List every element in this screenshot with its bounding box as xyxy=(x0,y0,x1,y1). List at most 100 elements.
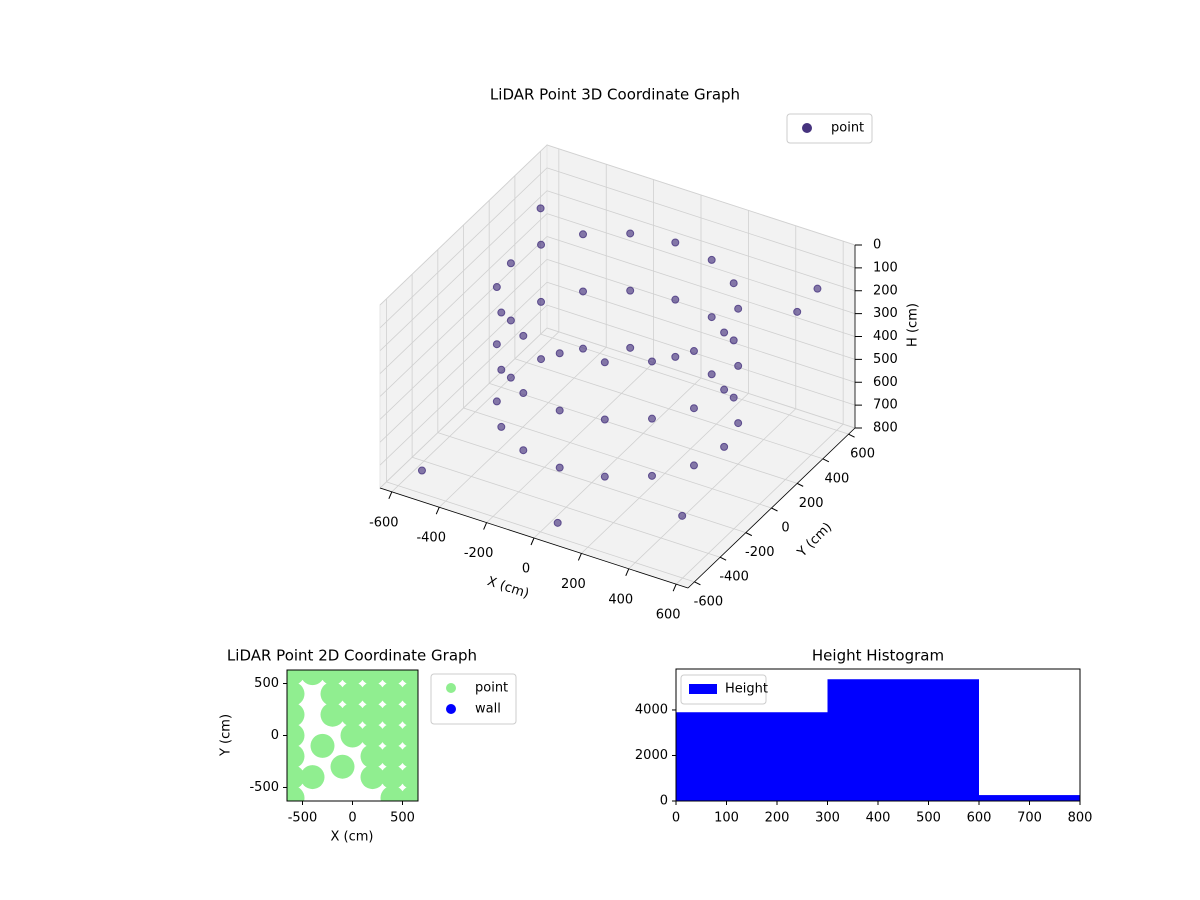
point xyxy=(492,340,501,349)
point xyxy=(360,723,385,748)
point xyxy=(519,446,528,455)
tick-mark xyxy=(719,556,727,561)
grid-line xyxy=(379,259,548,420)
tick-mark xyxy=(822,458,830,463)
point xyxy=(380,723,405,748)
point xyxy=(720,442,729,451)
x-tick-label: -600 xyxy=(369,515,399,530)
y-tick-label: 600 xyxy=(850,447,875,462)
grid-line xyxy=(386,481,695,583)
bar xyxy=(979,795,1080,801)
point xyxy=(579,230,588,239)
point xyxy=(340,670,365,686)
z-tick-label: 400 xyxy=(873,329,898,344)
grid-line xyxy=(379,190,548,352)
y-tick-label: -500 xyxy=(249,780,279,795)
y-tick-label: 0 xyxy=(781,521,789,536)
tick-mark xyxy=(672,583,677,592)
grid-line xyxy=(546,258,856,360)
x-tick-label: -500 xyxy=(288,811,318,826)
point xyxy=(310,733,335,758)
point xyxy=(519,331,528,340)
y-tick-label: 200 xyxy=(799,496,824,511)
point xyxy=(671,295,680,304)
point xyxy=(734,419,743,428)
y-tick-label: -600 xyxy=(694,594,724,609)
point xyxy=(506,373,515,382)
x-tick-label: -400 xyxy=(416,531,446,546)
point xyxy=(671,352,680,361)
tick-mark xyxy=(745,532,753,537)
legend-swatch xyxy=(689,684,717,694)
point xyxy=(647,414,656,423)
point xyxy=(380,681,405,706)
point xyxy=(287,785,305,801)
grid-line xyxy=(437,432,746,533)
legend-box xyxy=(680,674,767,705)
point xyxy=(707,313,716,322)
y-tick-label: 0 xyxy=(660,794,668,809)
grid-line xyxy=(379,236,548,397)
point xyxy=(519,389,528,398)
x-tick-label: 800 xyxy=(1068,811,1093,826)
point xyxy=(506,259,515,268)
grid-line xyxy=(546,167,856,269)
point xyxy=(536,204,545,213)
grid-line xyxy=(379,167,548,329)
y-tick-label: -400 xyxy=(719,570,749,585)
point xyxy=(555,406,564,415)
point xyxy=(380,702,405,727)
x-tick-label: 200 xyxy=(765,811,790,826)
point xyxy=(626,229,635,238)
tick-mark xyxy=(694,581,701,586)
point xyxy=(600,358,609,367)
z-axis-label: H (cm) xyxy=(906,303,921,347)
point xyxy=(330,754,355,779)
point xyxy=(579,344,588,353)
point xyxy=(340,702,365,727)
y-tick-label: 4000 xyxy=(635,702,668,717)
grid-line xyxy=(546,190,856,292)
z-tick-label: 100 xyxy=(873,260,898,275)
point xyxy=(553,518,562,527)
point xyxy=(287,744,305,769)
grid-line xyxy=(546,281,856,383)
point xyxy=(360,670,385,686)
point xyxy=(400,670,418,686)
grid-line xyxy=(546,327,856,429)
tick-mark xyxy=(483,522,488,530)
legend-marker xyxy=(446,683,456,693)
point xyxy=(537,355,546,364)
point xyxy=(400,765,418,790)
point xyxy=(320,670,345,686)
grid-line xyxy=(540,333,849,435)
point xyxy=(689,404,698,413)
point xyxy=(537,297,546,306)
point xyxy=(689,461,698,470)
y-tick-label: 0 xyxy=(271,728,279,743)
point xyxy=(600,415,609,424)
point xyxy=(537,240,546,249)
y-tick-label: 500 xyxy=(254,676,279,691)
point xyxy=(492,397,501,406)
point xyxy=(729,336,738,345)
point xyxy=(360,702,385,727)
grid-line xyxy=(411,456,721,558)
point xyxy=(287,765,305,790)
y-tick-label: 2000 xyxy=(635,748,668,763)
grid-line xyxy=(379,213,548,374)
point xyxy=(734,361,743,370)
legend-box xyxy=(786,113,873,144)
point xyxy=(734,304,743,313)
x-axis-label: X (cm) xyxy=(331,830,374,845)
point xyxy=(720,328,729,337)
point xyxy=(555,463,564,472)
point xyxy=(671,238,680,247)
tick-mark xyxy=(771,507,778,512)
point xyxy=(380,670,405,686)
point xyxy=(579,287,588,296)
point xyxy=(720,385,729,394)
point xyxy=(813,284,822,293)
point xyxy=(729,393,738,402)
